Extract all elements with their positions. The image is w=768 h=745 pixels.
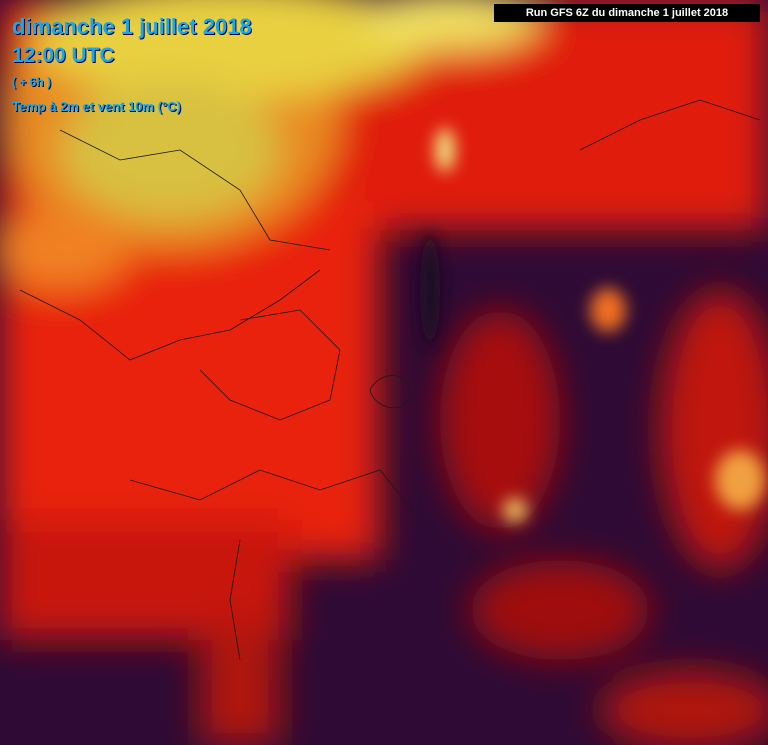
offset-label: ( + 6h ) <box>12 75 52 89</box>
time-label: 12:00 UTC <box>12 44 115 67</box>
date-label: dimanche 1 juillet 2018 <box>12 14 252 39</box>
run-label: Run GFS 6Z du dimanche 1 juillet 2018 <box>494 4 760 22</box>
variable-label: Temp à 2m et vent 10m (°C) <box>12 99 181 114</box>
borders <box>19 99 761 661</box>
